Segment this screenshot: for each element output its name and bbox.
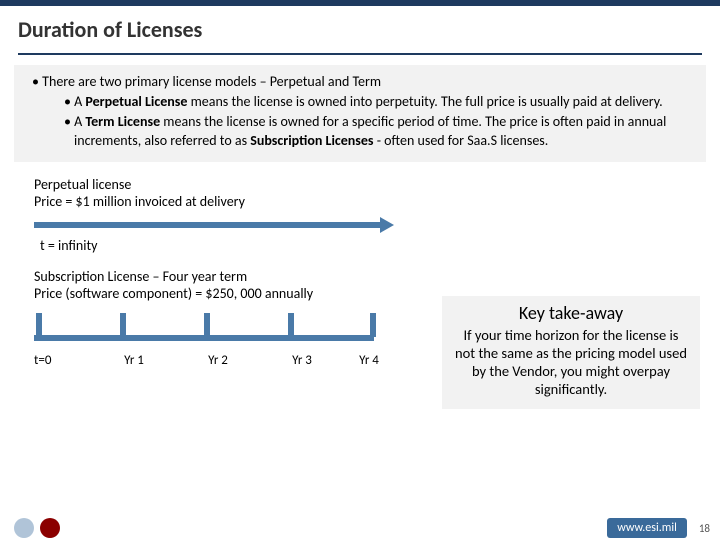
bullet-l2a-pre: A xyxy=(74,93,85,110)
label-yr1: Yr 1 xyxy=(92,353,176,368)
perpetual-area: Perpetual license Price = $1 million inv… xyxy=(0,170,720,254)
bullet-l2a-bold: Perpetual License xyxy=(85,93,187,110)
timeline-tick xyxy=(370,313,376,337)
timeline-tick xyxy=(120,313,126,337)
takeaway-panel: Key take-away If your time horizon for t… xyxy=(442,296,700,409)
timeline-tick xyxy=(288,313,294,337)
bullet-l2a-post: means the license is owned into perpetui… xyxy=(187,93,662,110)
arrow-head-icon xyxy=(380,217,394,233)
label-t0: t=0 xyxy=(34,353,92,368)
bullet-l2a: A Perpetual License means the license is… xyxy=(28,93,692,111)
arrow-shaft xyxy=(34,222,382,228)
intro-panel: There are two primary license models – P… xyxy=(14,65,706,162)
timeline-tick xyxy=(36,313,42,337)
bullet-l2b-pre: A xyxy=(74,113,85,130)
page-number: 18 xyxy=(699,522,710,535)
timeline xyxy=(34,311,394,345)
subscription-line2: Price (software component) = $250, 000 a… xyxy=(34,285,414,303)
bullet-l2b-bold: Term License xyxy=(85,113,160,130)
label-yr2: Yr 2 xyxy=(176,353,260,368)
footer-seals xyxy=(14,518,60,538)
takeaway-title: Key take-away xyxy=(452,302,690,324)
bullet-l1-text: There are two primary license models – P… xyxy=(42,73,381,90)
footer: www.esi.mil 18 xyxy=(0,516,720,540)
title-rule xyxy=(18,53,702,55)
subscription-block: Subscription License – Four year term Pr… xyxy=(34,268,414,368)
label-yr3: Yr 3 xyxy=(260,353,344,368)
dod-seal-icon xyxy=(14,518,34,538)
bullet-l1: There are two primary license models – P… xyxy=(28,73,692,91)
esi-seal-icon xyxy=(40,518,60,538)
t-infinity-label: t = infinity xyxy=(40,237,692,254)
year-labels: t=0 Yr 1 Yr 2 Yr 3 Yr 4 xyxy=(34,353,394,368)
footer-right: www.esi.mil 18 xyxy=(607,518,710,538)
perpetual-arrow xyxy=(34,217,394,233)
title-area: Duration of Licenses xyxy=(0,6,720,49)
slide-title: Duration of Licenses xyxy=(18,16,702,43)
perpetual-line2: Price = $1 million invoiced at delivery xyxy=(34,193,692,211)
perpetual-block: Perpetual license Price = $1 million inv… xyxy=(34,176,692,211)
footer-url: www.esi.mil xyxy=(607,518,687,538)
timeline-tick xyxy=(204,313,210,337)
subscription-line1: Subscription License – Four year term xyxy=(34,268,414,286)
bullet-l2b-post: - often used for Saa.S licenses. xyxy=(374,132,549,149)
bullet-l2b-bold2: Subscription Licenses xyxy=(250,132,373,149)
label-yr4: Yr 4 xyxy=(344,353,394,368)
perpetual-line1: Perpetual license xyxy=(34,176,692,194)
bullet-l2b: A Term License means the license is owne… xyxy=(28,113,692,149)
takeaway-body: If your time horizon for the license is … xyxy=(452,326,690,399)
